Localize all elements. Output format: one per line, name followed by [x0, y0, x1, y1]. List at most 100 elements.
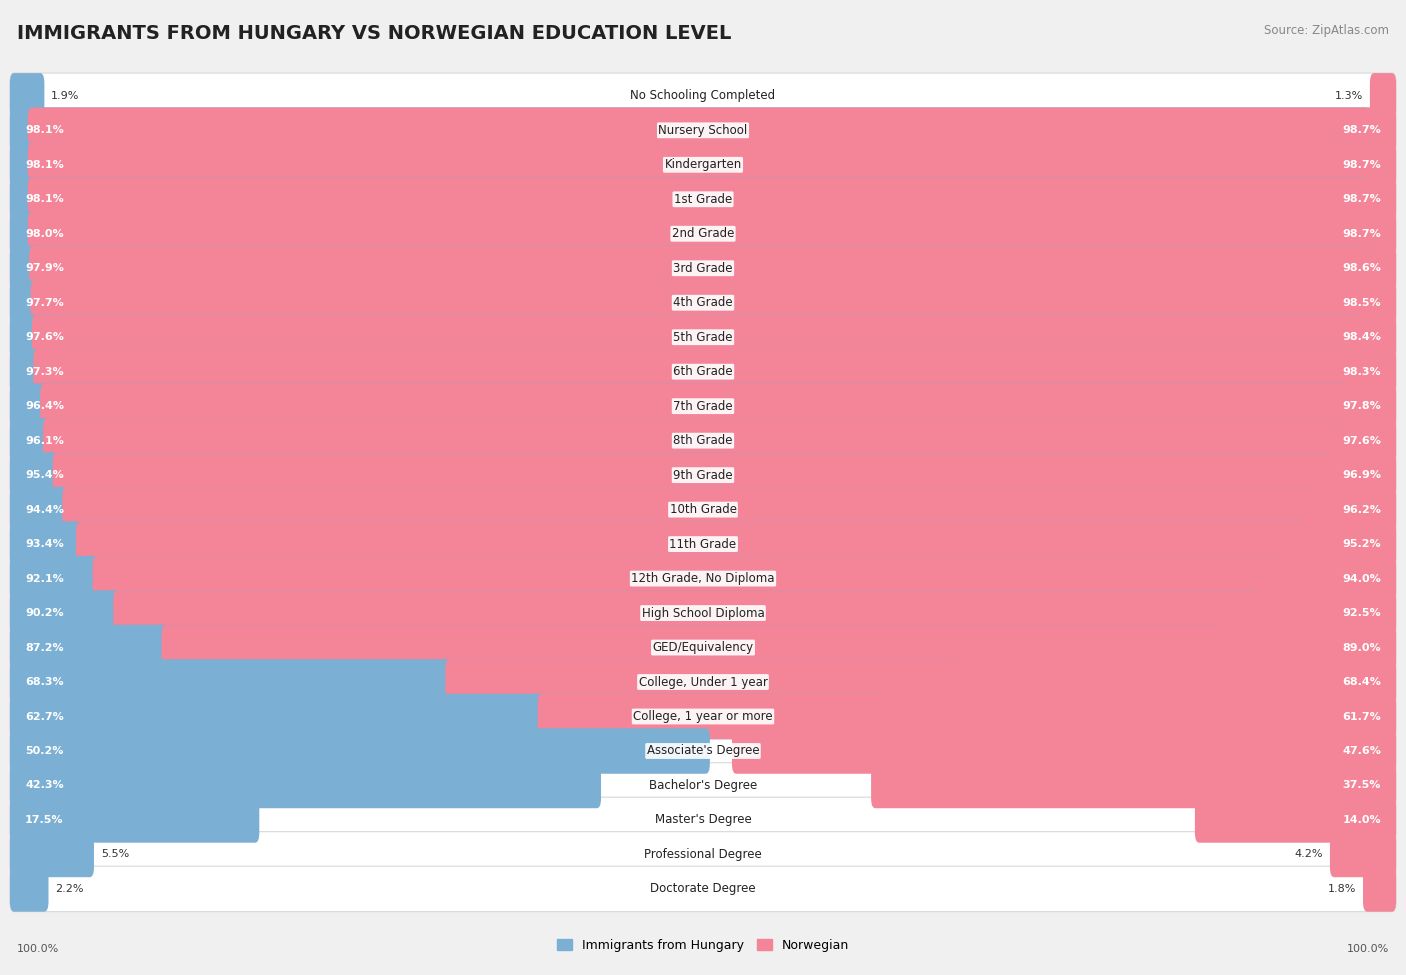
FancyBboxPatch shape — [10, 728, 1396, 774]
FancyBboxPatch shape — [10, 142, 1396, 187]
Legend: Immigrants from Hungary, Norwegian: Immigrants from Hungary, Norwegian — [553, 934, 853, 956]
Text: 9th Grade: 9th Grade — [673, 469, 733, 482]
FancyBboxPatch shape — [10, 556, 1396, 602]
Text: College, 1 year or more: College, 1 year or more — [633, 710, 773, 723]
Text: 98.7%: 98.7% — [1343, 126, 1381, 136]
Text: GED/Equivalency: GED/Equivalency — [652, 641, 754, 654]
FancyBboxPatch shape — [10, 694, 1396, 739]
Text: 89.0%: 89.0% — [1343, 643, 1381, 652]
Text: 92.5%: 92.5% — [1343, 608, 1381, 618]
Text: 98.7%: 98.7% — [1343, 194, 1381, 205]
Text: 97.7%: 97.7% — [25, 297, 63, 308]
Text: 96.4%: 96.4% — [25, 401, 65, 411]
FancyBboxPatch shape — [446, 659, 1396, 705]
Text: 95.4%: 95.4% — [25, 470, 63, 480]
Text: 47.6%: 47.6% — [1343, 746, 1381, 756]
Text: 98.4%: 98.4% — [1343, 332, 1381, 342]
FancyBboxPatch shape — [10, 522, 1305, 566]
FancyBboxPatch shape — [10, 349, 1396, 395]
Text: Nursery School: Nursery School — [658, 124, 748, 136]
FancyBboxPatch shape — [10, 176, 1396, 222]
FancyBboxPatch shape — [10, 349, 1358, 395]
FancyBboxPatch shape — [10, 625, 1220, 670]
FancyBboxPatch shape — [10, 556, 1288, 602]
FancyBboxPatch shape — [28, 142, 1396, 187]
FancyBboxPatch shape — [10, 728, 710, 774]
Text: 1st Grade: 1st Grade — [673, 193, 733, 206]
Text: 37.5%: 37.5% — [1343, 780, 1381, 791]
FancyBboxPatch shape — [733, 728, 1396, 774]
Text: 97.8%: 97.8% — [1343, 401, 1381, 411]
FancyBboxPatch shape — [10, 590, 1396, 636]
Text: Kindergarten: Kindergarten — [665, 158, 741, 172]
FancyBboxPatch shape — [10, 383, 1347, 429]
Text: Master's Degree: Master's Degree — [655, 813, 751, 827]
FancyBboxPatch shape — [10, 246, 1396, 291]
FancyBboxPatch shape — [10, 452, 1396, 498]
FancyBboxPatch shape — [10, 107, 1369, 153]
Text: Source: ZipAtlas.com: Source: ZipAtlas.com — [1264, 24, 1389, 37]
Text: 92.1%: 92.1% — [25, 573, 63, 584]
Text: 1.9%: 1.9% — [51, 91, 80, 100]
Text: 2.2%: 2.2% — [55, 884, 84, 894]
Text: 4.2%: 4.2% — [1295, 849, 1323, 859]
Text: 42.3%: 42.3% — [25, 780, 63, 791]
FancyBboxPatch shape — [76, 522, 1396, 566]
Text: High School Diploma: High School Diploma — [641, 606, 765, 619]
Text: 97.6%: 97.6% — [25, 332, 63, 342]
Text: 96.1%: 96.1% — [25, 436, 63, 446]
FancyBboxPatch shape — [10, 659, 959, 705]
Text: 12th Grade, No Diploma: 12th Grade, No Diploma — [631, 572, 775, 585]
Text: 50.2%: 50.2% — [25, 746, 63, 756]
Text: 93.4%: 93.4% — [25, 539, 63, 549]
Text: College, Under 1 year: College, Under 1 year — [638, 676, 768, 688]
FancyBboxPatch shape — [10, 798, 259, 842]
FancyBboxPatch shape — [31, 280, 1396, 326]
FancyBboxPatch shape — [10, 487, 1396, 532]
FancyBboxPatch shape — [10, 315, 1396, 360]
Text: 68.4%: 68.4% — [1343, 677, 1381, 687]
FancyBboxPatch shape — [28, 211, 1396, 256]
Text: 87.2%: 87.2% — [25, 643, 63, 652]
Text: 2nd Grade: 2nd Grade — [672, 227, 734, 240]
Text: 100.0%: 100.0% — [17, 944, 59, 954]
Text: 3rd Grade: 3rd Grade — [673, 261, 733, 275]
Text: 98.1%: 98.1% — [25, 194, 63, 205]
Text: 7th Grade: 7th Grade — [673, 400, 733, 412]
Text: 95.2%: 95.2% — [1343, 539, 1381, 549]
FancyBboxPatch shape — [10, 625, 1396, 670]
FancyBboxPatch shape — [10, 522, 1396, 566]
Text: 1.8%: 1.8% — [1327, 884, 1357, 894]
Text: 4th Grade: 4th Grade — [673, 296, 733, 309]
Text: 94.4%: 94.4% — [25, 505, 65, 515]
Text: 5th Grade: 5th Grade — [673, 331, 733, 344]
FancyBboxPatch shape — [10, 866, 49, 912]
FancyBboxPatch shape — [10, 418, 1396, 463]
FancyBboxPatch shape — [52, 452, 1396, 498]
Text: 8th Grade: 8th Grade — [673, 434, 733, 448]
Text: 17.5%: 17.5% — [25, 815, 63, 825]
FancyBboxPatch shape — [10, 452, 1333, 498]
Text: Associate's Degree: Associate's Degree — [647, 745, 759, 758]
Text: 61.7%: 61.7% — [1343, 712, 1381, 722]
FancyBboxPatch shape — [10, 73, 1396, 119]
Text: Doctorate Degree: Doctorate Degree — [650, 882, 756, 895]
FancyBboxPatch shape — [93, 556, 1396, 602]
Text: 68.3%: 68.3% — [25, 677, 63, 687]
Text: 96.2%: 96.2% — [1343, 505, 1381, 515]
FancyBboxPatch shape — [10, 866, 1396, 912]
FancyBboxPatch shape — [10, 832, 1396, 878]
Text: 97.3%: 97.3% — [25, 367, 63, 376]
FancyBboxPatch shape — [1369, 73, 1396, 119]
FancyBboxPatch shape — [10, 694, 882, 739]
FancyBboxPatch shape — [28, 176, 1396, 222]
FancyBboxPatch shape — [10, 315, 1362, 360]
FancyBboxPatch shape — [872, 762, 1396, 808]
FancyBboxPatch shape — [10, 73, 45, 119]
Text: 62.7%: 62.7% — [25, 712, 63, 722]
FancyBboxPatch shape — [10, 832, 94, 878]
FancyBboxPatch shape — [10, 762, 1396, 808]
FancyBboxPatch shape — [44, 418, 1396, 463]
FancyBboxPatch shape — [1195, 798, 1396, 842]
FancyBboxPatch shape — [10, 280, 1396, 326]
